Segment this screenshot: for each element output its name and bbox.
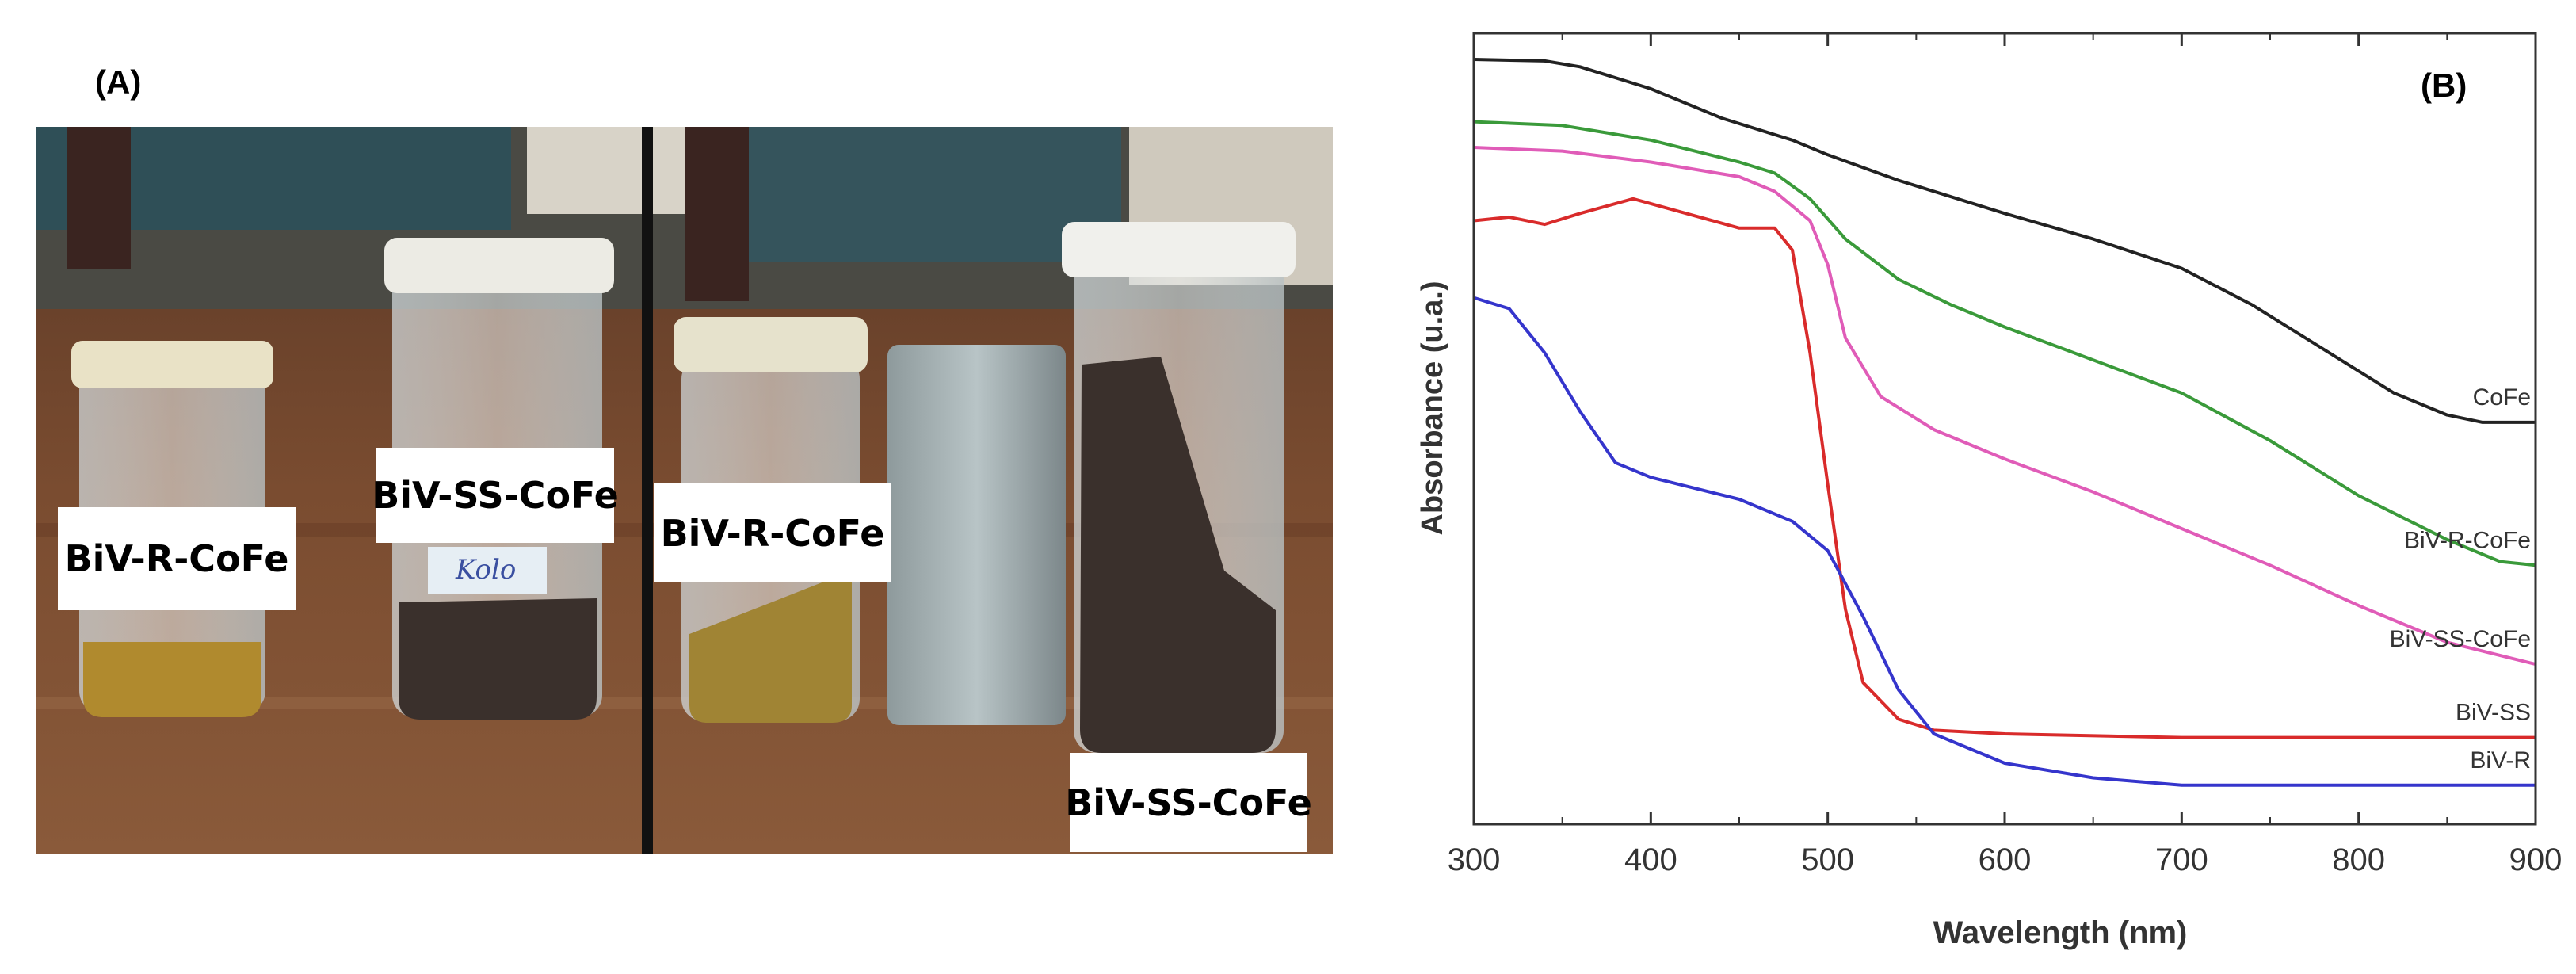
panel-b-label: (B) <box>2421 67 2467 104</box>
series-label: BiV-SS <box>2456 700 2531 726</box>
x-tick-label: 900 <box>2509 842 2563 877</box>
x-tick-label: 500 <box>1801 842 1854 877</box>
x-tick-label: 400 <box>1624 842 1677 877</box>
vial-lid-writing: Kolo <box>455 554 516 586</box>
panel-a-label: (A) <box>95 63 142 101</box>
chart-ylabel: Absorbance (u.a.) <box>1416 281 1449 536</box>
axis-layer: 300 400 500 600 700 800 900 <box>1448 32 2563 877</box>
magnet-block <box>887 345 1066 725</box>
sample-label-biv-r-cofe-left: BiV-R-CoFe <box>58 507 296 610</box>
sample-label-biv-ss-cofe-left: BiV-SS-CoFe <box>372 448 619 543</box>
sample-label-biv-r-cofe-right: BiV-R-CoFe <box>654 483 891 582</box>
series-line-cofe <box>1473 58 2536 424</box>
uv-vis-absorbance-chart: Absorbance (u.a.) Wavelength (nm) (B) Co… <box>1416 32 2563 950</box>
series-label: BiV-R-CoFe <box>2404 527 2531 553</box>
series-line-biv-ss <box>1473 197 2536 739</box>
series-line-biv-r-cofe <box>1473 120 2536 567</box>
x-tick-label: 800 <box>2332 842 2385 877</box>
sample-label-biv-ss-cofe-right: BiV-SS-CoFe <box>1065 753 1312 852</box>
x-tick-label: 600 <box>1979 842 2032 877</box>
series-label: BiV-SS-CoFe <box>2390 626 2531 652</box>
sample-vials-photo: Kolo BiV-R-CoFe BiV-SS-CoFe BiV-R-CoFe B… <box>36 127 1333 854</box>
plot-frame <box>1472 32 2537 826</box>
chart-xlabel: Wavelength (nm) <box>1933 915 2188 950</box>
vial-tall-right <box>1062 222 1296 753</box>
x-tick-label: 300 <box>1448 842 1501 877</box>
series-label: CoFe <box>2473 384 2531 411</box>
vial-small-left <box>71 341 273 717</box>
series-label: BiV-R <box>2470 747 2531 773</box>
series-line-biv-ss-cofe <box>1473 146 2536 667</box>
x-tick-label: 700 <box>2155 842 2208 877</box>
series-layer: CoFe BiV-R-CoFe BiV-SS-CoFe BiV-SS BiV-R <box>1473 58 2536 787</box>
series-line-biv-r <box>1473 296 2536 787</box>
